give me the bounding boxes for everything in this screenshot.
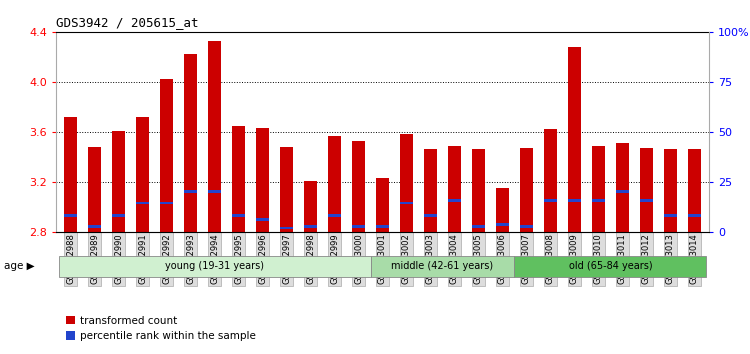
Bar [112, 214, 125, 217]
Text: old (65-84 years): old (65-84 years) [568, 261, 652, 272]
Bar [328, 136, 341, 232]
Bar [400, 135, 413, 232]
Bar [184, 190, 197, 193]
Bar [592, 145, 605, 232]
Bar [616, 190, 629, 193]
Bar [616, 143, 629, 232]
Bar [592, 199, 605, 202]
Legend: transformed count, percentile rank within the sample: transformed count, percentile rank withi… [62, 312, 260, 345]
Bar [424, 149, 437, 232]
Bar [304, 181, 317, 232]
Bar [64, 117, 77, 232]
Bar [496, 223, 509, 226]
FancyBboxPatch shape [514, 256, 706, 277]
Bar [424, 214, 437, 217]
Text: young (19-31 years): young (19-31 years) [165, 261, 264, 272]
Bar [496, 188, 509, 232]
Text: middle (42-61 years): middle (42-61 years) [392, 261, 494, 272]
Bar [232, 126, 245, 232]
Bar [88, 225, 101, 228]
Bar [568, 47, 581, 232]
Bar [400, 202, 413, 205]
Bar [256, 218, 269, 221]
Bar [472, 149, 485, 232]
Bar [160, 79, 173, 232]
Bar [184, 55, 197, 232]
Bar [544, 199, 557, 202]
Bar [352, 141, 365, 232]
Text: age ▶: age ▶ [4, 261, 34, 271]
Bar [304, 225, 317, 228]
Bar [352, 225, 365, 228]
Bar [520, 148, 533, 232]
Bar [280, 227, 293, 229]
Bar [688, 149, 701, 232]
Bar [472, 225, 485, 228]
Bar [688, 214, 701, 217]
Bar [256, 128, 269, 232]
Bar [280, 147, 293, 232]
Bar [208, 190, 221, 193]
Bar [664, 149, 677, 232]
Text: GDS3942 / 205615_at: GDS3942 / 205615_at [56, 16, 199, 29]
Bar [640, 199, 653, 202]
Bar [520, 225, 533, 228]
Bar [568, 199, 581, 202]
Bar [448, 199, 461, 202]
Bar [136, 202, 149, 205]
Bar [664, 214, 677, 217]
Bar [160, 202, 173, 205]
Bar [544, 129, 557, 232]
FancyBboxPatch shape [370, 256, 514, 277]
Bar [376, 178, 389, 232]
Bar [448, 145, 461, 232]
Bar [208, 41, 221, 232]
Bar [328, 214, 341, 217]
Bar [112, 131, 125, 232]
Bar [376, 225, 389, 228]
Bar [88, 147, 101, 232]
Bar [136, 117, 149, 232]
Bar [232, 214, 245, 217]
FancyBboxPatch shape [58, 256, 370, 277]
Bar [640, 148, 653, 232]
Bar [64, 214, 77, 217]
